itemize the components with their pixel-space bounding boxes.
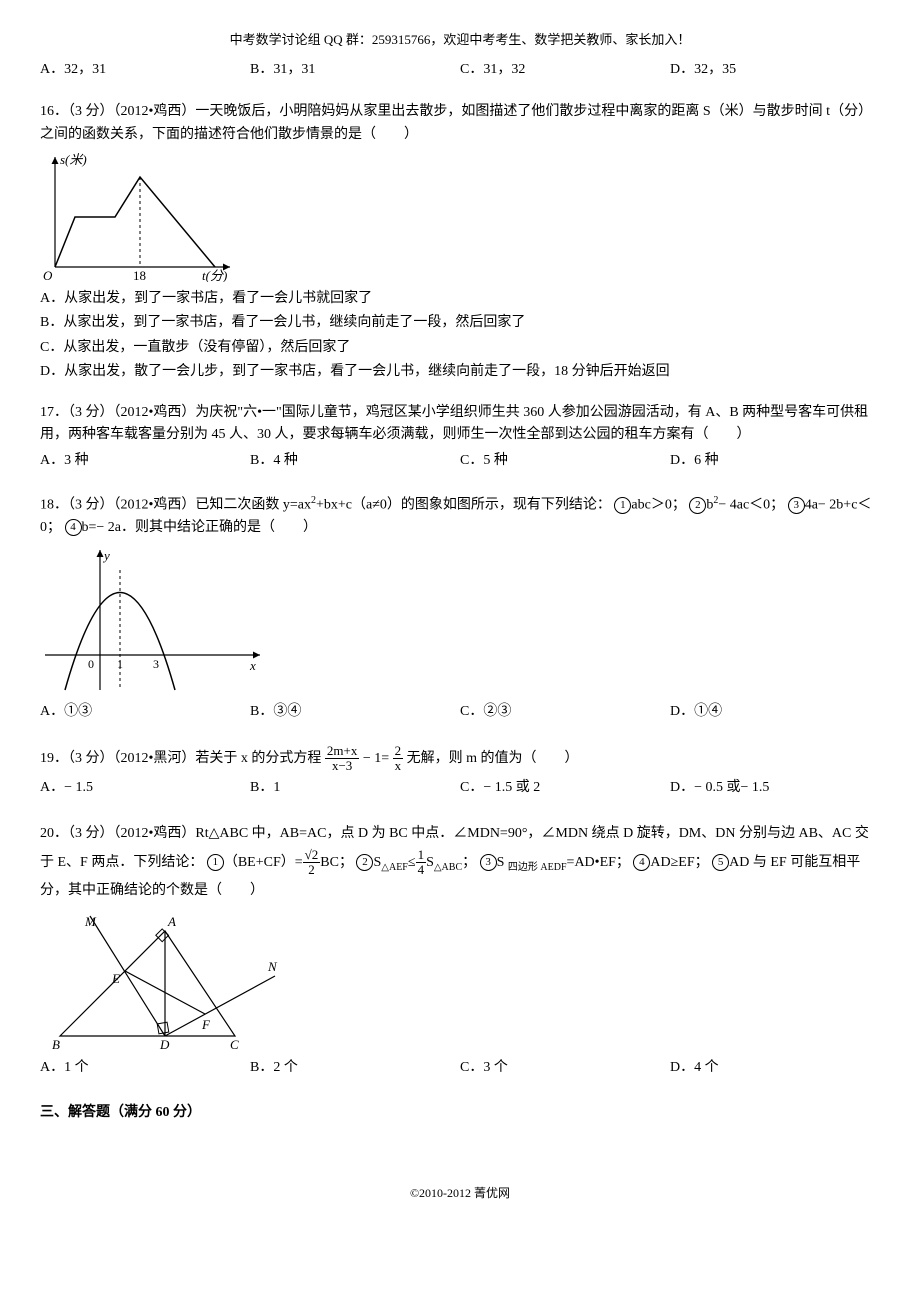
q20-c2-end: ； bbox=[462, 855, 476, 870]
q19-frac1: 2m+xx−3 bbox=[325, 744, 359, 774]
q19-choice-d: D．− 0.5 或− 1.5 bbox=[670, 777, 880, 799]
q19-frac1-num: 2m+x bbox=[325, 744, 359, 759]
q18-tick0: 0 bbox=[88, 657, 94, 671]
q16-ylabel: s(米) bbox=[60, 152, 87, 167]
q20-c4: AD≥EF； bbox=[650, 855, 708, 870]
q20-choices: A．1 个 B．2 个 C．3 个 D．4 个 bbox=[40, 1057, 880, 1079]
q16-stem: 16．（3 分）（2012•鸡西）一天晚饭后，小明陪妈妈从家里出去散步，如图描述… bbox=[40, 101, 880, 146]
q17-choice-c: C．5 种 bbox=[460, 450, 670, 472]
section-3-title: 三、解答题（满分 60 分） bbox=[40, 1102, 880, 1124]
q17-choices: A．3 种 B．4 种 C．5 种 D．6 种 bbox=[40, 450, 880, 472]
q20-stem: 20．（3 分）（2012•鸡西）Rt△ABC 中，AB=AC，点 D 为 BC… bbox=[40, 820, 880, 906]
circled-3-icon: 3 bbox=[480, 854, 497, 871]
q18-choice-a: A．①③ bbox=[40, 701, 250, 723]
q16-opt-b: B．从家出发，到了一家书店，看了一会儿书，继续向前走了一段，然后回家了 bbox=[40, 312, 880, 334]
q15-choice-c: C．31，32 bbox=[460, 59, 670, 81]
q16-opt-c: C．从家出发，一直散步（没有停留），然后回家了 bbox=[40, 337, 880, 359]
q20-label-b: B bbox=[52, 1037, 60, 1051]
q20-c3-post: =AD•EF； bbox=[567, 855, 630, 870]
q20-c2-post: S bbox=[426, 855, 434, 870]
q18-xlabel: x bbox=[249, 658, 256, 673]
q20-c2-mid: ≤ bbox=[408, 855, 416, 870]
q19-choice-c: C．− 1.5 或 2 bbox=[460, 777, 670, 799]
q20-choice-a: A．1 个 bbox=[40, 1057, 250, 1079]
q18-c4: b=− 2a．则其中结论正确的是（ ） bbox=[82, 520, 318, 535]
q16-opt-d: D．从家出发，散了一会儿步，到了一家书店，看了一会儿书，继续向前走了一段，18 … bbox=[40, 361, 880, 383]
q18-choices: A．①③ B．③④ C．②③ D．①④ bbox=[40, 701, 880, 723]
q17-choice-a: A．3 种 bbox=[40, 450, 250, 472]
q18-choice-d: D．①④ bbox=[670, 701, 880, 723]
circled-5-icon: 5 bbox=[712, 854, 729, 871]
circled-2-icon: 2 bbox=[689, 497, 706, 514]
q20-c3-pre: S bbox=[497, 855, 508, 870]
q19-frac2: 2x bbox=[393, 744, 404, 774]
circled-3-icon: 3 bbox=[788, 497, 805, 514]
q15-choice-d: D．32，35 bbox=[670, 59, 880, 81]
q20-c1-den: 2 bbox=[303, 863, 321, 877]
q17-choice-d: D．6 种 bbox=[670, 450, 880, 472]
q18-stem-pre: 18．（3 分）（2012•鸡西）已知二次函数 y=ax bbox=[40, 497, 311, 512]
q18-stem: 18．（3 分）（2012•鸡西）已知二次函数 y=ax 2 +bx+c（a≠0）的… bbox=[40, 493, 880, 539]
page-footer: ©2010-2012 菁优网 bbox=[40, 1184, 880, 1203]
q20-label-a: A bbox=[167, 914, 176, 929]
q20-c2-frac: 14 bbox=[416, 848, 427, 878]
page-header-note: 中考数学讨论组 QQ 群：259315766，欢迎中考考生、数学把关教师、家长加… bbox=[40, 30, 880, 51]
q19-frac1-den: x−3 bbox=[325, 759, 359, 773]
q15-choices: A．32，31 B．31，31 C．31，32 D．32，35 bbox=[40, 59, 880, 81]
q18-stem-mid: +bx+c（a≠0）的图象如图所示，现有下列结论： bbox=[316, 497, 611, 512]
q19-stem-post: 无解，则 m 的值为（ ） bbox=[407, 751, 579, 766]
q19-stem: 19．（3 分）（2012•黑河）若关于 x 的分式方程 2m+xx−3 − 1… bbox=[40, 744, 880, 774]
q19-choice-a: A．− 1.5 bbox=[40, 777, 250, 799]
q20-c1-num: √2 bbox=[303, 848, 321, 863]
q18-tick1: 1 bbox=[117, 657, 123, 671]
q19-choice-b: B．1 bbox=[250, 777, 460, 799]
q16-opt-a: A．从家出发，到了一家书店，看了一会儿书就回家了 bbox=[40, 288, 880, 310]
q18-choice-c: C．②③ bbox=[460, 701, 670, 723]
q16-xlabel: t(分) bbox=[202, 268, 227, 282]
q20-label-m: M bbox=[84, 914, 97, 929]
circled-4-icon: 4 bbox=[633, 854, 650, 871]
q20-label-f: F bbox=[201, 1017, 211, 1032]
q16-origin: O bbox=[43, 268, 53, 282]
q17-choice-b: B．4 种 bbox=[250, 450, 460, 472]
q20-c1-frac: √22 bbox=[303, 848, 321, 878]
q18-graph: y x 0 1 3 bbox=[40, 545, 270, 695]
q20-choice-d: D．4 个 bbox=[670, 1057, 880, 1079]
q20-c2-sub1: △AEF bbox=[381, 861, 408, 872]
q18-c2b: − 4ac＜0； bbox=[718, 497, 784, 512]
q20-c2-sub2: △ABC bbox=[434, 861, 462, 872]
q19-stem-pre: 19．（3 分）（2012•黑河）若关于 x 的分式方程 bbox=[40, 751, 325, 766]
q19-mid: − 1= bbox=[363, 751, 389, 766]
q17-stem: 17．（3 分）（2012•鸡西）为庆祝"六•一"国际儿童节，鸡冠区某小学组织师… bbox=[40, 402, 880, 447]
q19-frac2-num: 2 bbox=[393, 744, 404, 759]
q16-graph: s(米) t(分) O 18 bbox=[40, 152, 240, 282]
q20-c2-num: 1 bbox=[416, 848, 427, 863]
q15-choice-a: A．32，31 bbox=[40, 59, 250, 81]
q15-choice-b: B．31，31 bbox=[250, 59, 460, 81]
q18-c1: abc＞0； bbox=[631, 497, 685, 512]
q20-c3-sub: 四边形 AEDF bbox=[508, 861, 567, 872]
q20-label-c: C bbox=[230, 1037, 239, 1051]
q18-choice-b: B．③④ bbox=[250, 701, 460, 723]
q18-tick3: 3 bbox=[153, 657, 159, 671]
q20-choice-c: C．3 个 bbox=[460, 1057, 670, 1079]
q19-frac2-den: x bbox=[393, 759, 404, 773]
q20-label-n: N bbox=[267, 959, 278, 974]
q19-choices: A．− 1.5 B．1 C．− 1.5 或 2 D．− 0.5 或− 1.5 bbox=[40, 777, 880, 799]
q20-label-e: E bbox=[111, 971, 120, 986]
q20-c1-pre: （BE+CF）= bbox=[224, 855, 303, 870]
q18-ylabel: y bbox=[102, 548, 110, 563]
q20-label-d: D bbox=[159, 1037, 170, 1051]
circled-4-icon: 4 bbox=[65, 519, 82, 536]
q20-choice-b: B．2 个 bbox=[250, 1057, 460, 1079]
circled-2-icon: 2 bbox=[356, 854, 373, 871]
q16-xtick: 18 bbox=[133, 268, 146, 282]
q16-options: A．从家出发，到了一家书店，看了一会儿书就回家了 B．从家出发，到了一家书店，看… bbox=[40, 288, 880, 384]
circled-1-icon: 1 bbox=[207, 854, 224, 871]
circled-1-icon: 1 bbox=[614, 497, 631, 514]
q20-graph: M A N E F B D C bbox=[40, 911, 280, 1051]
q20-c2-den: 4 bbox=[416, 863, 427, 877]
q20-c1-post: BC； bbox=[320, 855, 353, 870]
